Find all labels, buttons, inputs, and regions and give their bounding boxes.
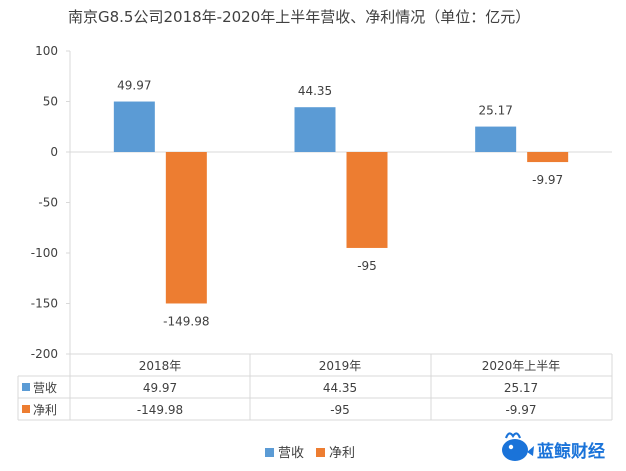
table-cell-net-profit-2020h1: -9.97 [505,403,536,417]
y-axis: 100 50 0 -50 -100 -150 -200 [31,44,612,361]
bar [165,152,207,304]
bar [475,126,517,152]
table-cell-revenue-2020h1: 25.17 [504,381,538,395]
data-label: 44.35 [298,84,332,98]
data-table: 2018年 2019年 2020年上半年 营收 49.97 44.35 25.1… [17,353,613,421]
data-label: 25.17 [478,104,512,118]
data-label: -95 [357,259,377,273]
table-row-label-revenue: 营收 [33,381,57,395]
whale-logo-icon [502,432,534,461]
bar [294,107,336,152]
legend: 营收 净利 [265,446,355,461]
legend-label-revenue: 营收 [278,446,304,461]
table-cell-revenue-2018: 49.97 [143,381,177,395]
y-tick-label: 100 [35,44,58,58]
table-legend-key-revenue [22,383,30,391]
y-tick-label: 0 [50,145,58,159]
legend-swatch-revenue [265,448,274,457]
table-header-2019: 2019年 [319,359,362,373]
table-row-label-net-profit: 净利 [33,403,57,417]
y-tick-label: -150 [31,297,58,311]
data-label: -149.98 [163,314,209,328]
data-label: 49.97 [117,79,151,93]
table-header-2020h1: 2020年上半年 [482,359,561,373]
table-legend-key-net-profit [22,405,30,413]
bar [527,152,569,163]
data-label: -9.97 [532,173,563,187]
table-cell-net-profit-2018: -149.98 [137,403,183,417]
brand-name: 蓝鲸财经 [537,441,605,462]
bar [346,152,388,248]
table-cell-net-profit-2019: -95 [330,403,350,417]
bars: 49.97 -149.98 44.35 -95 25.17 -9.97 [113,79,569,328]
bar [113,101,155,152]
table-cell-revenue-2019: 44.35 [323,381,357,395]
y-tick-label: 50 [43,95,58,109]
y-tick-label: -100 [31,246,58,260]
y-tick-label: -200 [31,347,58,361]
legend-swatch-net-profit [316,448,325,457]
brand-logo: 蓝鲸财经 [502,432,605,462]
chart-title: 南京G8.5公司2018年-2020年上半年营收、净利情况（单位：亿元） [68,8,530,26]
legend-label-net-profit: 净利 [329,446,355,461]
y-tick-label: -50 [38,196,58,210]
table-header-2018: 2018年 [139,359,182,373]
